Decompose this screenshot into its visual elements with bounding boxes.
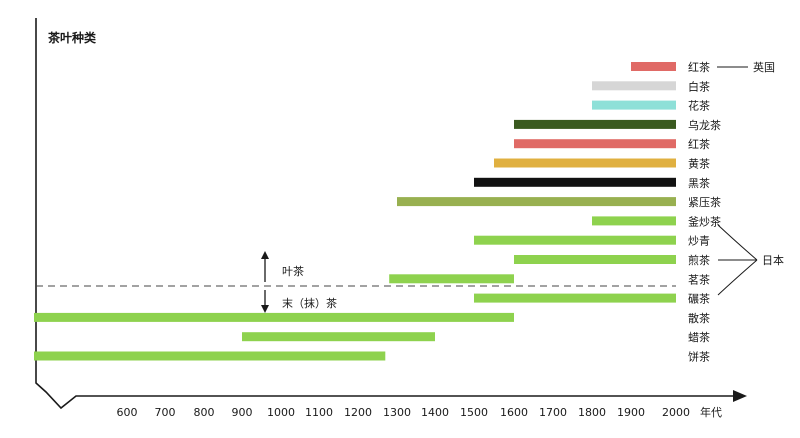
bar-0 (631, 62, 676, 71)
bar-label-4: 红茶 (688, 138, 710, 151)
bar-15 (34, 351, 386, 361)
bar-label-11: 茗茶 (688, 273, 710, 286)
x-axis-arrow (733, 390, 747, 402)
bar-8 (592, 216, 676, 226)
bar-13 (34, 312, 514, 322)
bar-3 (514, 119, 676, 129)
bar-label-9: 炒青 (688, 235, 710, 248)
down-arrow-head (261, 305, 269, 313)
leaf-tea-label: 叶茶 (282, 265, 304, 278)
japan-connector-tencha (717, 259, 758, 296)
bar-label-1: 白茶 (688, 79, 710, 93)
chart-title: 茶叶种类 (47, 30, 97, 45)
axis-break (35, 380, 733, 410)
japan-label: 日本 (762, 253, 784, 267)
bar-label-10: 煎茶 (688, 253, 710, 267)
bar-7 (397, 197, 676, 207)
bar-11 (389, 274, 514, 284)
x-tick-label-14: 2000 (662, 406, 690, 419)
bar-14 (242, 332, 435, 342)
bar-label-5: 黄茶 (688, 157, 710, 171)
x-axis-label: 年代 (700, 405, 722, 419)
bar-label-0: 红茶 (688, 61, 710, 74)
bar-10 (514, 255, 676, 264)
bar-label-2: 花茶 (688, 100, 710, 113)
bar-label-15: 饼茶 (688, 350, 710, 364)
x-tick-label-10: 1600 (500, 406, 528, 419)
x-tick-label-11: 1700 (539, 406, 567, 419)
x-tick-label-3: 900 (232, 406, 253, 419)
x-tick-label-9: 1500 (460, 406, 488, 419)
bar-label-13: 散茶 (688, 311, 710, 325)
bar-label-7: 紧压茶 (688, 196, 721, 209)
x-tick-label-2: 800 (194, 406, 215, 419)
bar-label-14: 蜡茶 (688, 331, 710, 344)
up-arrow-head (261, 251, 269, 259)
x-tick-label-13: 1900 (617, 406, 645, 419)
japan-connector-kamairi (717, 224, 758, 261)
bar-6 (474, 177, 676, 187)
bar-9 (474, 235, 676, 245)
bar-5 (494, 158, 676, 168)
x-tick-label-8: 1400 (421, 406, 449, 419)
x-tick-label-4: 1000 (267, 406, 295, 419)
bar-2 (592, 100, 676, 110)
powder-tea-label: 末（抹）茶 (282, 296, 337, 310)
bar-1 (592, 81, 676, 91)
x-tick-label-12: 1800 (578, 406, 606, 419)
bar-label-6: 黑茶 (688, 177, 710, 190)
bar-label-12: 碾茶 (688, 293, 710, 306)
x-tick-label-6: 1200 (344, 406, 372, 419)
x-tick-label-7: 1300 (383, 406, 411, 419)
x-tick-label-0: 600 (117, 406, 138, 419)
bar-4 (514, 139, 676, 149)
x-tick-label-5: 1100 (305, 406, 333, 419)
england-label: 英国 (753, 60, 775, 74)
bar-label-3: 乌龙茶 (688, 118, 721, 132)
bar-12 (474, 293, 676, 303)
bar-label-8: 釜炒茶 (688, 214, 721, 228)
x-tick-label-1: 700 (155, 406, 176, 419)
